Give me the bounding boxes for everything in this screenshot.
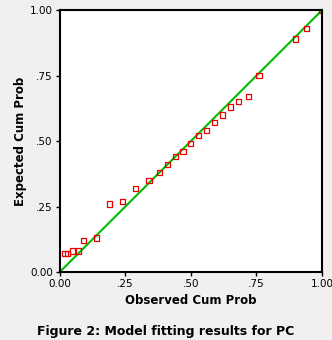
X-axis label: Observed Cum Prob: Observed Cum Prob bbox=[125, 294, 257, 307]
Point bbox=[157, 170, 162, 175]
Point bbox=[81, 238, 86, 243]
Point bbox=[120, 199, 125, 204]
Point bbox=[62, 251, 68, 256]
Y-axis label: Expected Cum Prob: Expected Cum Prob bbox=[14, 76, 27, 206]
Point bbox=[180, 149, 186, 154]
Text: Figure 2: Model fitting results for PC: Figure 2: Model fitting results for PC bbox=[38, 325, 294, 338]
Point bbox=[146, 177, 152, 183]
Point bbox=[188, 141, 194, 147]
Point bbox=[304, 26, 309, 31]
Point bbox=[196, 133, 202, 139]
Point bbox=[65, 251, 70, 256]
Point bbox=[204, 128, 209, 133]
Point bbox=[94, 235, 99, 241]
Point bbox=[212, 120, 217, 125]
Point bbox=[165, 162, 170, 167]
Point bbox=[293, 36, 298, 42]
Point bbox=[107, 201, 112, 207]
Point bbox=[70, 248, 76, 254]
Point bbox=[256, 73, 262, 78]
Point bbox=[228, 104, 233, 110]
Point bbox=[235, 99, 241, 105]
Point bbox=[246, 94, 251, 99]
Point bbox=[220, 112, 225, 118]
Point bbox=[173, 154, 178, 159]
Point bbox=[75, 248, 81, 254]
Point bbox=[133, 186, 138, 191]
Point bbox=[319, 7, 325, 13]
